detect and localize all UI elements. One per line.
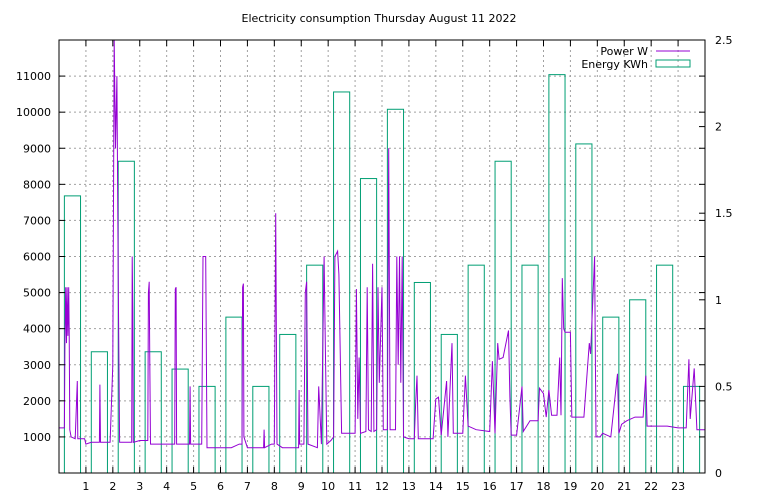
- y2-tick-label: 1.5: [715, 207, 733, 220]
- y-tick-label: 5000: [23, 287, 51, 300]
- energy-bar-9: [306, 264, 324, 474]
- x-tick-label: 3: [136, 480, 143, 493]
- x-tick-label: 22: [644, 480, 658, 493]
- x-axis: 1 2 3 4 5 6 7 8 9 10 11 12 13 14 15 16 17 18 19 20 21 22 23: [82, 40, 685, 493]
- x-tick-label: 2: [109, 480, 116, 493]
- y2-tick-label: 2: [715, 121, 722, 134]
- x-tick-label: 11: [348, 480, 362, 493]
- power-line: [59, 39, 705, 449]
- y2-tick-label: 0: [715, 467, 722, 480]
- grid-layer: [59, 40, 705, 473]
- y2-tick-label: 1: [715, 294, 722, 307]
- energy-bars: [63, 74, 701, 474]
- x-tick-label: 17: [510, 480, 524, 493]
- x-tick-label: 4: [163, 480, 170, 493]
- y-tick-label: 3000: [23, 359, 51, 372]
- x-tick-label: 15: [456, 480, 470, 493]
- energy-bar-22: [656, 264, 674, 474]
- x-tick-label: 6: [217, 480, 224, 493]
- y2-tick-label: 2.5: [715, 34, 733, 47]
- energy-bar-15: [467, 264, 485, 474]
- x-tick-label: 13: [402, 480, 416, 493]
- x-tick-label: 20: [590, 480, 604, 493]
- y-tick-label: 9000: [23, 142, 51, 155]
- energy-bar-16: [494, 160, 512, 474]
- y-tick-label: 6000: [23, 251, 51, 264]
- y-tick-label: 7000: [23, 214, 51, 227]
- x-tick-label: 1: [82, 480, 89, 493]
- y-tick-label: 10000: [16, 106, 51, 119]
- legend-energy-swatch: [655, 59, 691, 68]
- y-axis-left: 1000 2000 3000 4000 5000 6000 7000 8000 9000 1000…: [16, 70, 705, 444]
- legend-energy-label: Energy KWh: [581, 58, 648, 71]
- x-tick-label: 18: [537, 480, 551, 493]
- x-tick-label: 19: [563, 480, 577, 493]
- y-tick-label: 8000: [23, 178, 51, 191]
- energy-bar-21: [629, 299, 647, 474]
- legend: Power W Energy KWh: [581, 45, 691, 71]
- y-tick-label: 1000: [23, 431, 51, 444]
- energy-bar-19: [575, 143, 593, 474]
- x-tick-label: 23: [671, 480, 685, 493]
- x-tick-label: 8: [271, 480, 278, 493]
- x-tick-label: 10: [321, 480, 335, 493]
- y-tick-label: 11000: [16, 70, 51, 83]
- x-tick-label: 12: [375, 480, 389, 493]
- energy-bar-17: [521, 264, 539, 474]
- x-tick-label: 16: [483, 480, 497, 493]
- energy-bar-6: [225, 316, 243, 474]
- y-tick-label: 4000: [23, 323, 51, 336]
- plot-frame: [58, 39, 706, 474]
- power-series-line: [59, 39, 705, 449]
- x-tick-label: 9: [298, 480, 305, 493]
- legend-power-label: Power W: [600, 45, 648, 58]
- energy-bar-7: [252, 385, 270, 474]
- y2-tick-label: 0.5: [715, 380, 733, 393]
- energy-bar-20: [602, 316, 620, 474]
- x-tick-label: 5: [190, 480, 197, 493]
- chart-title: Electricity consumption Thursday August …: [242, 12, 517, 25]
- x-tick-label: 7: [244, 480, 251, 493]
- x-tick-label: 14: [429, 480, 443, 493]
- energy-bar-8: [279, 333, 297, 474]
- x-tick-label: 21: [617, 480, 631, 493]
- y-tick-label: 2000: [23, 395, 51, 408]
